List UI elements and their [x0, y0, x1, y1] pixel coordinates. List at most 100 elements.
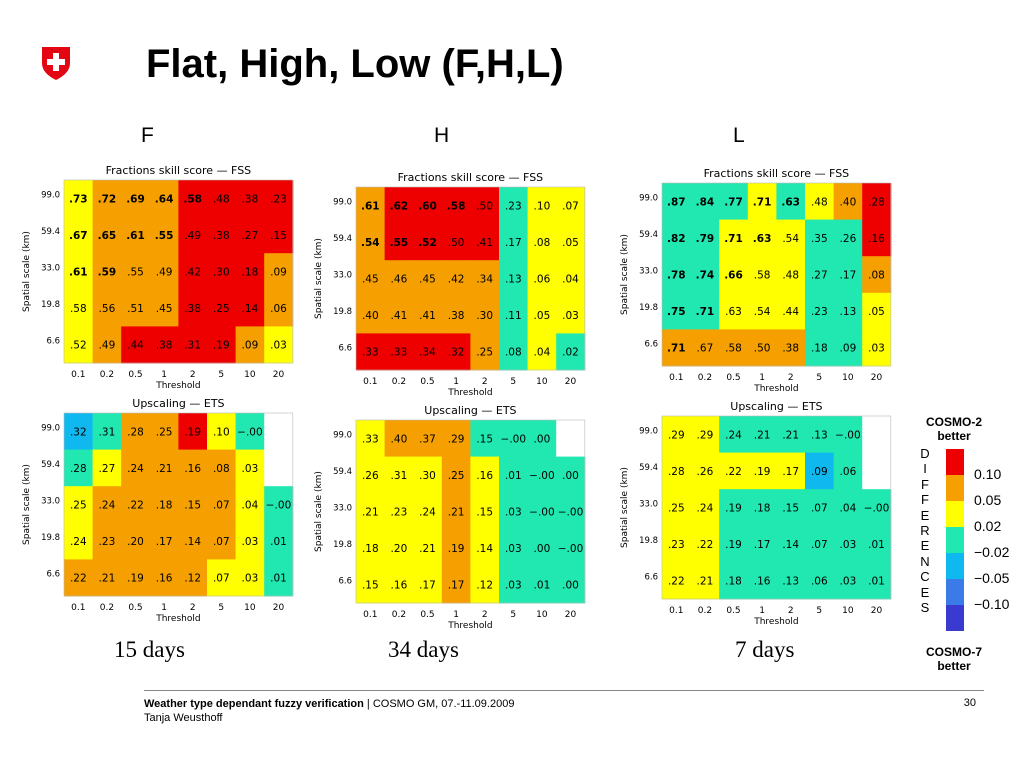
cell-value-label: .06 — [534, 274, 551, 286]
cell-value-label: .61 — [69, 267, 88, 279]
cell-value-label: .21 — [99, 573, 116, 585]
y-tick-label: 6.6 — [338, 344, 352, 354]
cell-value-label: −.00 — [501, 433, 527, 445]
heatmap-cell — [690, 416, 720, 454]
y-tick-label: 6.6 — [46, 570, 60, 580]
days-label-h: 34 days — [388, 637, 459, 662]
heatmap-cell — [833, 256, 863, 294]
heatmap-cell — [662, 219, 692, 257]
cell-value-label: .56 — [99, 303, 116, 315]
heatmap-cell — [662, 489, 692, 527]
days-label-l: 7 days — [735, 637, 795, 662]
y-tick-label: 59.4 — [639, 463, 658, 473]
x-tick-label: 10 — [842, 606, 854, 616]
cell-value-label: .27 — [811, 270, 828, 282]
heatmap-cell — [527, 566, 557, 604]
heatmap-cell — [207, 522, 237, 560]
footer: Weather type dependant fuzzy verificatio… — [144, 697, 514, 725]
cell-value-label: .25 — [213, 303, 230, 315]
heatmap-cell — [441, 456, 471, 494]
cell-value-label: −.00 — [558, 507, 584, 519]
heatmap-cell — [747, 219, 777, 257]
heatmap-cell — [264, 449, 294, 487]
plot-frame — [355, 186, 586, 371]
heatmap-cell — [384, 260, 414, 298]
cell-value-label: .23 — [505, 200, 522, 212]
cell-value-label: .16 — [868, 233, 885, 245]
heatmap-cell — [862, 562, 892, 600]
x-tick-label: 0.5 — [128, 603, 142, 613]
heatmap-cell — [356, 420, 386, 458]
heatmap-cell — [121, 449, 151, 487]
heatmap-cell — [413, 187, 443, 225]
cell-value-label: .07 — [213, 573, 230, 585]
cell-value-label: .74 — [696, 270, 715, 282]
heatmap-cell — [441, 260, 471, 298]
cell-value-label: .15 — [476, 433, 493, 445]
heatmap-cell — [207, 326, 237, 364]
heatmap-cell — [121, 486, 151, 524]
cell-value-label: .41 — [476, 237, 493, 249]
cell-value-label: .28 — [70, 463, 87, 475]
cell-value-label: .51 — [127, 303, 144, 315]
heatmap-cell — [235, 486, 265, 524]
cell-value-label: .01 — [534, 580, 551, 592]
heatmap-cell — [690, 292, 720, 330]
heatmap-cell — [862, 525, 892, 563]
cell-value-label: .16 — [156, 573, 173, 585]
heatmap-cell — [527, 296, 557, 334]
heatmap-cell — [556, 296, 586, 334]
heatmap-cell — [862, 329, 892, 367]
cell-value-label: .58 — [447, 200, 466, 212]
cell-value-label: .71 — [696, 306, 715, 318]
heatmap-cell — [556, 456, 586, 494]
heatmap-cell — [556, 333, 586, 371]
cell-value-label: .30 — [476, 310, 493, 322]
cell-value-label: .00 — [562, 580, 579, 592]
heatmap-cell — [470, 456, 500, 494]
cell-value-label: .07 — [213, 536, 230, 548]
cell-value-label: .11 — [505, 310, 522, 322]
cell-value-label: .15 — [184, 500, 201, 512]
cell-value-label: .66 — [724, 270, 743, 282]
cell-value-label: .00 — [562, 470, 579, 482]
heatmap-cell — [747, 292, 777, 330]
swiss-shield-logo — [42, 47, 70, 80]
cell-value-label: .21 — [697, 576, 714, 588]
heatmap-cell — [499, 420, 529, 458]
y-tick-label: 19.8 — [639, 303, 658, 313]
heatmap-cell — [92, 559, 122, 597]
cell-value-label: .38 — [213, 230, 230, 242]
cell-value-label: .09 — [840, 343, 857, 355]
heatmap-cell — [264, 216, 294, 254]
heatmap-f-fss: Fractions skill score — FSS Spatial scale… — [22, 164, 294, 391]
heatmap-cell — [499, 456, 529, 494]
y-tick-label: 59.4 — [41, 460, 60, 470]
heatmap-cell — [662, 329, 692, 367]
cell-value-label: .05 — [868, 306, 885, 318]
heatmap-cell — [149, 289, 179, 327]
cell-value-label: .18 — [725, 576, 742, 588]
cell-value-label: .23 — [270, 193, 287, 205]
cell-value-label: .05 — [562, 237, 579, 249]
cell-value-label: .50 — [476, 200, 493, 212]
y-tick-label: 6.6 — [338, 577, 352, 587]
legend-letter: F — [921, 492, 929, 508]
legend-tick-label: −0.10 — [974, 596, 1010, 612]
heatmap-cell — [499, 260, 529, 298]
heatmap-cell — [805, 256, 835, 294]
heatmap-cell — [862, 256, 892, 294]
heatmap-cell — [690, 219, 720, 257]
footer-title: Weather type dependant fuzzy verificatio… — [144, 698, 364, 710]
cell-value-label: .13 — [782, 576, 799, 588]
x-tick-label: 5 — [816, 373, 822, 383]
heatmap-cell — [719, 219, 749, 257]
heatmap-cell — [121, 413, 151, 451]
cell-value-label: .14 — [476, 543, 493, 555]
heatmap-cell — [527, 260, 557, 298]
heatmap-cell — [149, 253, 179, 291]
footer-author: Tanja Weusthoff — [144, 712, 223, 724]
plot-frame — [661, 182, 892, 367]
heatmap-cell — [178, 486, 208, 524]
heatmap-cell — [862, 416, 892, 454]
